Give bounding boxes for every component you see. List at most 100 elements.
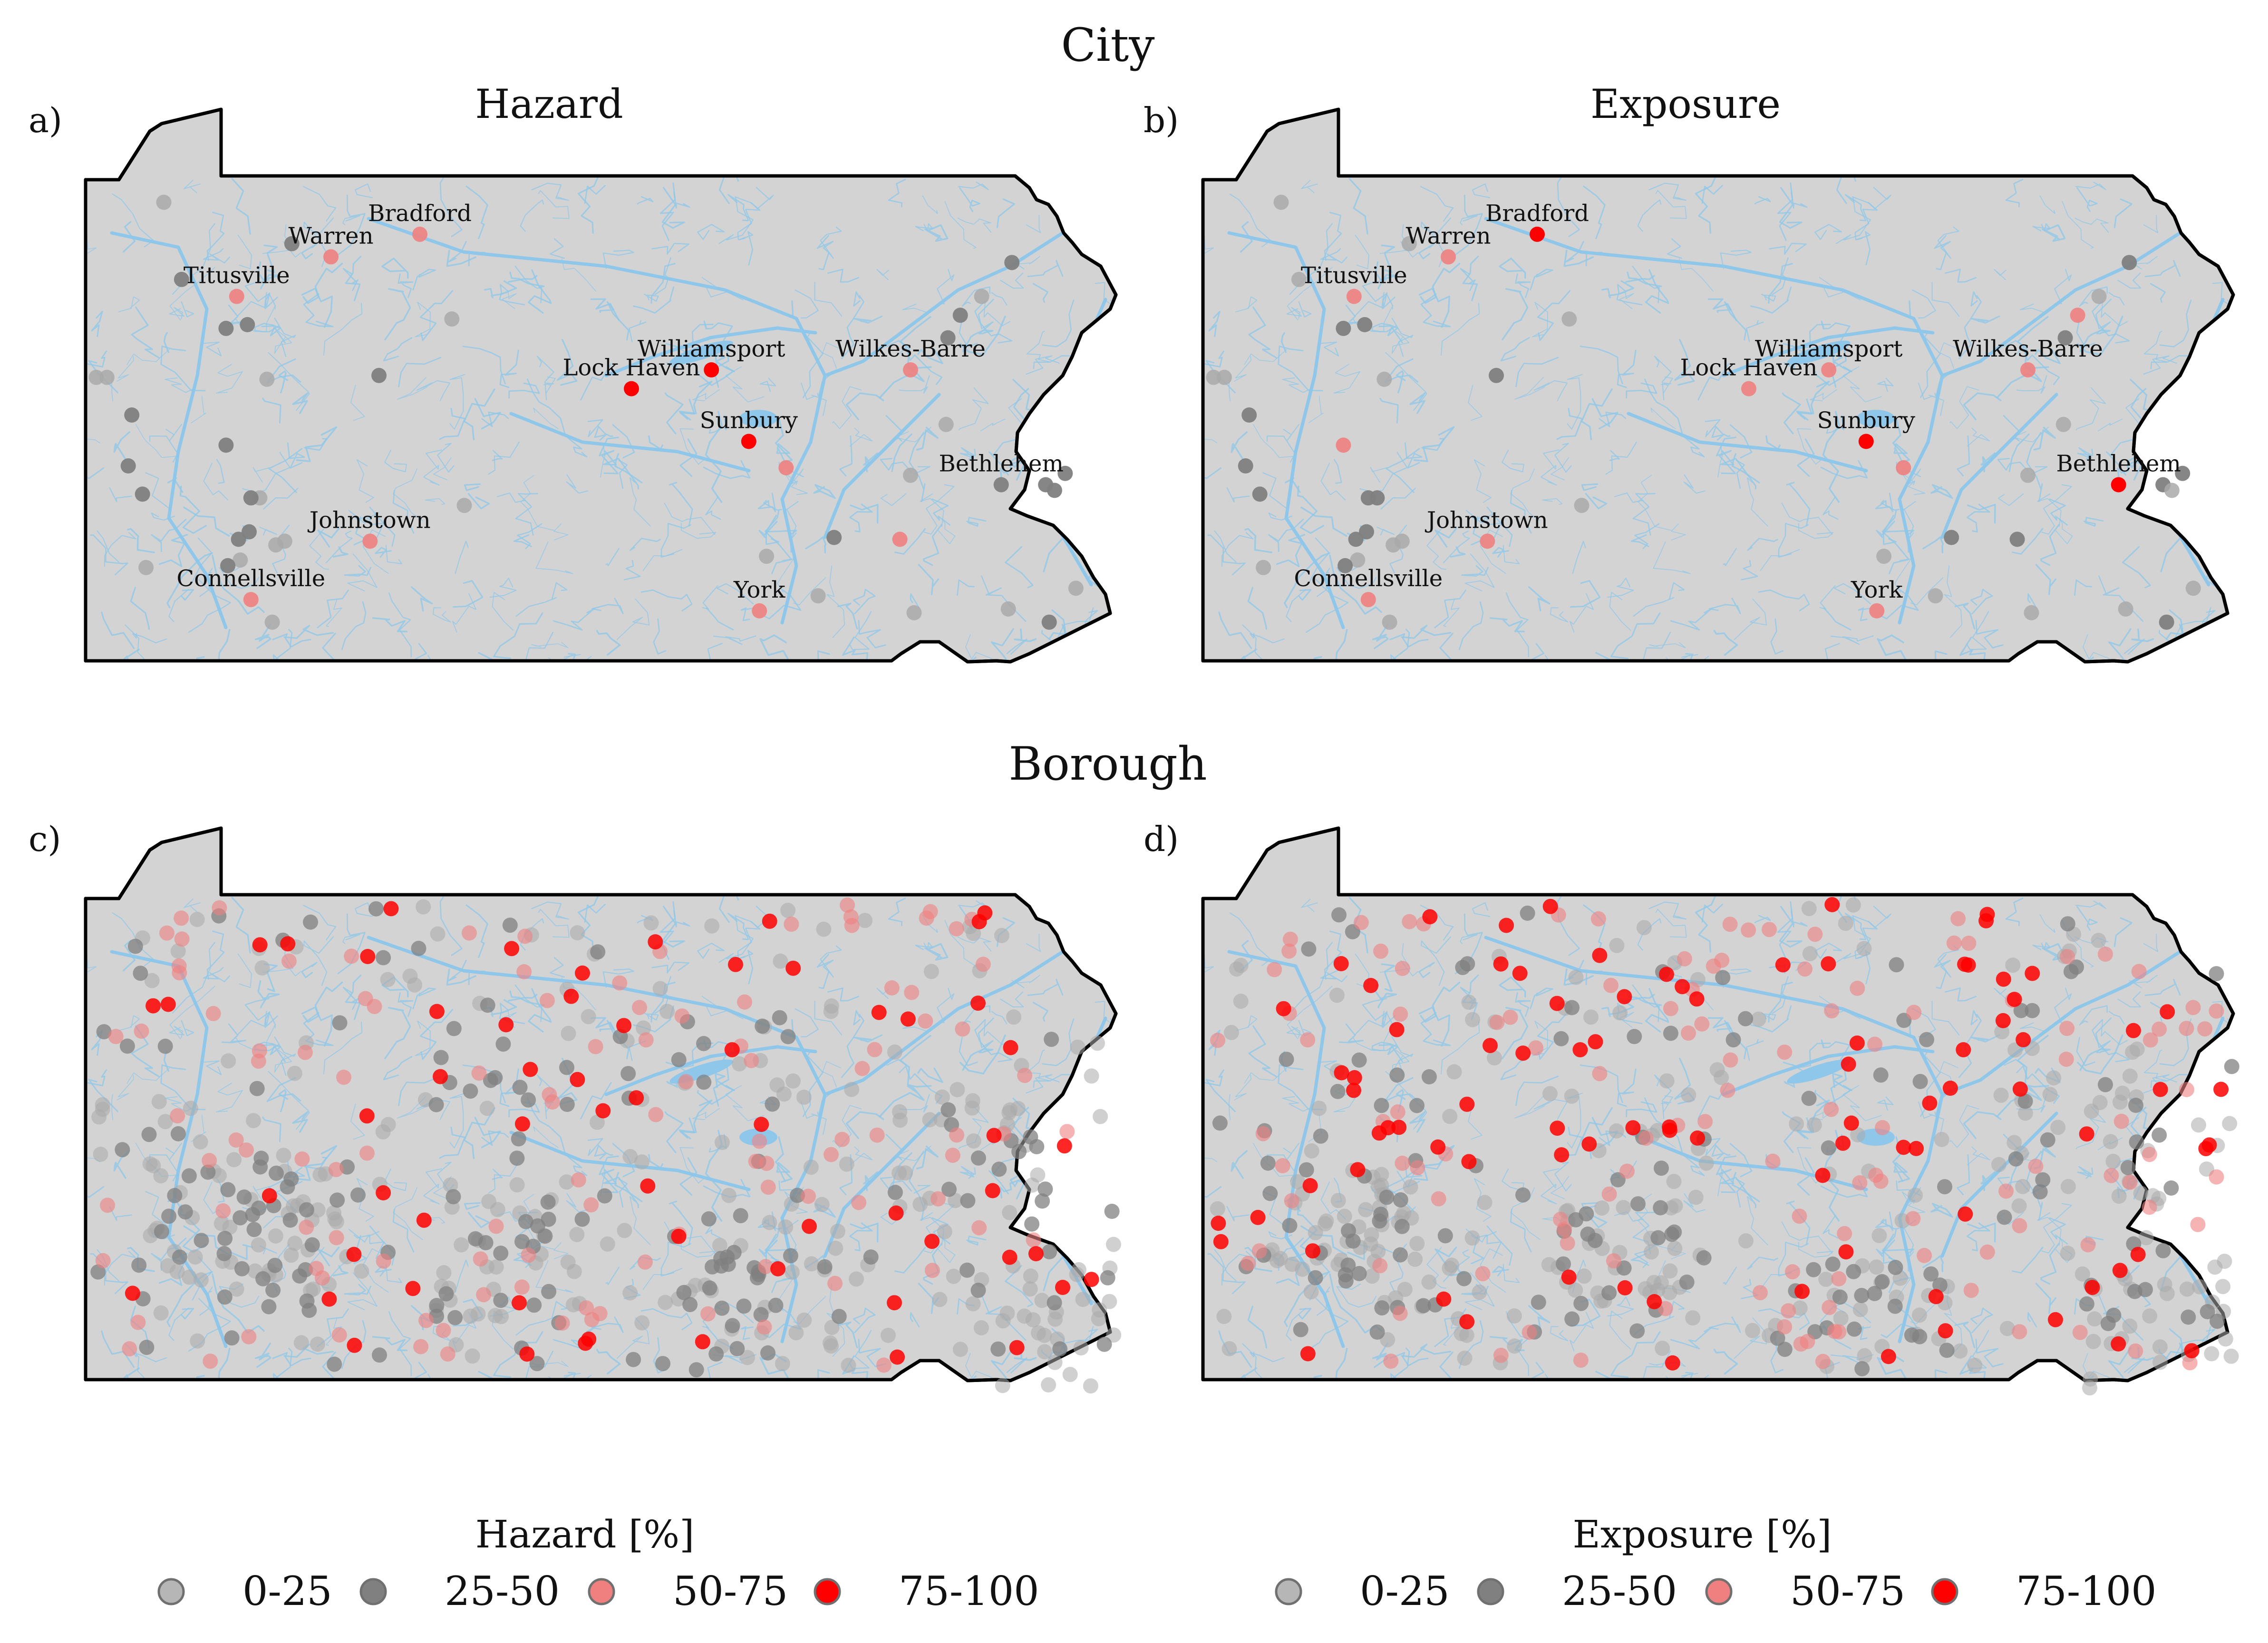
river-line [1515,357,1559,387]
river-line [1221,532,1254,567]
borough-marker [473,1251,488,1267]
river-line [1371,323,1397,333]
borough-marker [1515,1187,1531,1203]
city-marker [1068,580,1084,596]
river-line [880,493,907,506]
borough-marker [1789,1116,1804,1132]
borough-marker [887,1295,902,1311]
river-line [2108,292,2125,306]
borough-marker [2087,1311,2103,1327]
borough-marker [172,1249,187,1265]
river-line [2113,198,2132,228]
river-line [1796,380,1830,421]
borough-marker [1260,1155,1276,1171]
river-line [1854,202,1878,241]
borough-marker [2122,1174,2138,1190]
river-line [1580,346,1623,385]
borough-marker [1035,1193,1050,1209]
river-line [125,624,170,662]
borough-marker [772,1010,787,1025]
borough-marker [436,1265,452,1281]
river-line [802,1052,824,1117]
river-line [353,515,385,540]
borough-marker [930,1191,946,1207]
borough-marker [1461,995,1477,1010]
borough-marker [940,1102,956,1118]
river-line [1716,301,1747,341]
borough-marker [2112,1263,2128,1278]
borough-marker [1522,1324,1537,1340]
river-line [1064,654,1101,662]
borough-marker [430,926,446,942]
river-line [903,648,950,662]
river-line [1443,599,1460,627]
river-line [826,1284,845,1357]
borough-marker [758,1259,774,1275]
borough-marker [2016,1032,2031,1047]
river-line [1781,1221,1833,1254]
river-line [264,1011,278,1028]
river-line [342,268,359,291]
borough-marker [854,1061,870,1076]
borough-marker [224,1330,240,1346]
river-line [913,1185,930,1194]
borough-marker [2191,1117,2206,1133]
borough-marker [540,1194,556,1210]
river-line [317,528,340,548]
river-line [531,642,569,648]
river-line [1014,628,1037,642]
river-line [322,1352,362,1381]
river-line [1820,460,1868,479]
river-line [1687,656,1709,662]
borough-marker [254,960,270,976]
river-line [1723,1266,1737,1285]
river-line [1242,1343,1287,1381]
borough-marker [1911,1307,1927,1323]
river-line [664,1111,684,1153]
borough-marker [332,1015,348,1031]
river-line [2077,447,2094,460]
borough-marker [1465,1012,1481,1027]
river-line [853,315,883,324]
borough-marker [1037,1344,1053,1360]
borough-marker [1777,1342,1793,1357]
borough-marker [922,1112,938,1128]
river-line [2143,214,2159,233]
borough-marker [1047,1295,1062,1311]
borough-marker [145,998,161,1014]
map-panel-borough-hazard [84,826,1122,1394]
city-marker [974,289,989,304]
borough-marker [539,993,555,1008]
river-line [990,628,1014,662]
river-line [1975,620,2004,648]
river-line [2117,991,2142,1008]
borough-marker [2060,1179,2076,1194]
borough-marker [252,937,268,953]
river-line [1747,1196,1768,1246]
borough-marker [303,914,318,930]
river-line [2095,299,2112,335]
borough-marker [648,934,663,950]
city-marker [2024,605,2039,620]
borough-marker [784,1265,800,1280]
river-line [1901,1191,1926,1214]
river-line [1492,547,1509,558]
river-line [1875,659,1887,662]
river-line [1287,267,1333,321]
borough-marker [1928,1289,1944,1305]
river-line [679,1157,698,1196]
river-line [600,1162,605,1197]
river-line [385,1263,402,1283]
river-line [2079,1048,2111,1071]
borough-marker [287,1065,302,1081]
borough-marker [502,918,518,933]
borough-marker [744,1053,759,1068]
river-line [820,945,842,978]
river-line [679,398,695,420]
river-line [1565,241,1584,263]
borough-marker [1785,1264,1800,1280]
river-line [937,269,955,305]
river-line [2049,498,2068,526]
borough-marker [1304,1143,1319,1159]
borough-marker [2017,1093,2033,1109]
